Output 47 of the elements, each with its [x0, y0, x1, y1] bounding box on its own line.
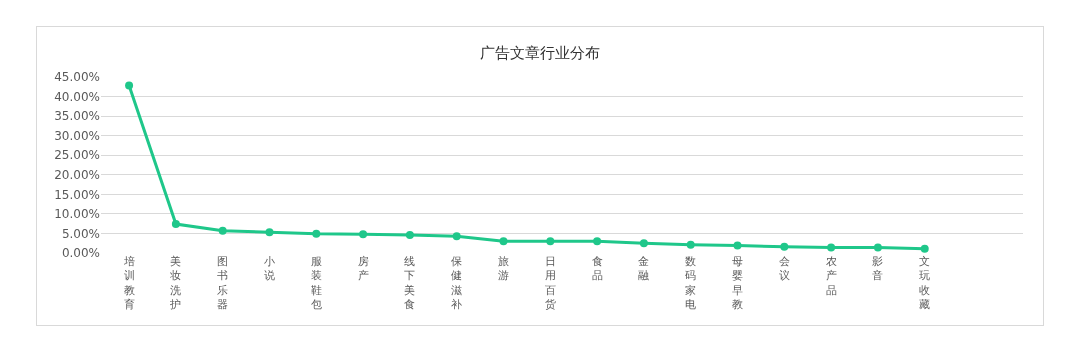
- y-tick-label: 30.00%: [54, 128, 100, 143]
- x-tick-label: 线下美食: [404, 255, 416, 311]
- point: [125, 81, 134, 90]
- point: [452, 232, 461, 241]
- x-tick-label: 小说: [263, 255, 275, 283]
- point: [171, 220, 180, 229]
- point: [780, 242, 789, 251]
- point: [546, 237, 555, 246]
- x-tick-label: 美妆洗护: [169, 255, 182, 311]
- x-tick-label: 日用百货: [544, 255, 556, 311]
- point: [686, 240, 695, 249]
- x-tick-label: 保健滋补: [451, 255, 463, 311]
- chart-title: 广告文章行业分布: [480, 44, 600, 63]
- point: [265, 228, 274, 237]
- x-tick-label: 农产品: [825, 255, 837, 297]
- x-tick-label: 文玩收藏: [919, 255, 931, 311]
- x-tick-label: 房产: [357, 255, 369, 283]
- x-tick-label: 会议: [778, 255, 790, 283]
- y-tick-label: 10.00%: [54, 207, 100, 222]
- x-tick-label: 金融: [638, 255, 650, 283]
- x-tick-label: 数码家电: [685, 255, 697, 311]
- y-tick-label: 40.00%: [54, 89, 100, 104]
- y-tick-label: 35.00%: [54, 109, 100, 124]
- y-tick-label: 0.00%: [61, 246, 100, 261]
- point: [499, 237, 508, 246]
- y-tick-label: 15.00%: [54, 187, 100, 202]
- x-tick-label: 培训教育: [122, 255, 135, 311]
- point: [218, 226, 227, 235]
- x-tick-label: 服装鞋包: [310, 255, 322, 311]
- point: [405, 231, 414, 240]
- point: [593, 237, 602, 246]
- x-tick-label: 图书乐器: [217, 255, 229, 311]
- point: [920, 244, 929, 253]
- y-tick-label: 25.00%: [54, 148, 100, 163]
- point: [827, 243, 836, 252]
- x-tick-label: 母婴早教: [732, 255, 744, 311]
- point: [359, 230, 368, 239]
- point: [733, 241, 742, 250]
- x-tick-label: 食品: [591, 255, 603, 283]
- x-tick-label: 影音: [872, 255, 884, 283]
- point: [873, 243, 882, 252]
- point: [639, 239, 648, 248]
- x-tick-label: 旅游: [498, 255, 509, 283]
- y-tick-label: 5.00%: [61, 226, 100, 241]
- y-tick-label: 20.00%: [54, 167, 100, 182]
- point: [312, 229, 321, 238]
- y-tick-label: 45.00%: [54, 70, 100, 85]
